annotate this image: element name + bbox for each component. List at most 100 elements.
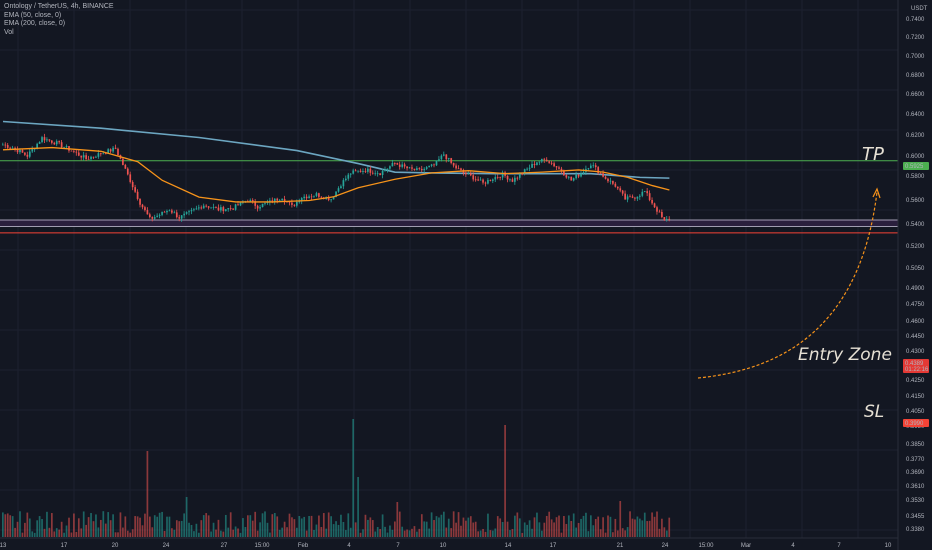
- candle-body[interactable]: [425, 167, 428, 169]
- candle-body[interactable]: [582, 171, 585, 174]
- candle-body[interactable]: [469, 173, 472, 176]
- candle-body[interactable]: [283, 198, 286, 202]
- candle-body[interactable]: [349, 173, 352, 175]
- candle-body[interactable]: [249, 200, 252, 202]
- candle-body[interactable]: [492, 179, 494, 181]
- candle-body[interactable]: [553, 163, 555, 167]
- candle-body[interactable]: [308, 196, 310, 199]
- candle-body[interactable]: [369, 168, 372, 173]
- candle-body[interactable]: [193, 209, 195, 211]
- candle-body[interactable]: [440, 155, 443, 160]
- candle-body[interactable]: [433, 164, 435, 166]
- candle-body[interactable]: [320, 196, 323, 198]
- candle-body[interactable]: [614, 183, 617, 187]
- candle-body[interactable]: [168, 210, 171, 212]
- candle-body[interactable]: [379, 173, 381, 176]
- candle-body[interactable]: [185, 212, 188, 214]
- candle-body[interactable]: [479, 179, 482, 181]
- candle-body[interactable]: [374, 173, 377, 175]
- candle-body[interactable]: [521, 173, 524, 175]
- candle-body[interactable]: [621, 190, 624, 194]
- candle-body[interactable]: [636, 196, 639, 199]
- candle-body[interactable]: [202, 205, 205, 209]
- candle-body[interactable]: [293, 204, 296, 206]
- candle-body[interactable]: [489, 179, 492, 181]
- candle-body[interactable]: [198, 207, 200, 209]
- candle-body[interactable]: [653, 203, 656, 208]
- time-axis[interactable]: 13 17 20 24 27 15:00 Feb 4 7 10 14 17 21 24 15:00 Mar 4 7…: [0, 537, 898, 549]
- candle-body[interactable]: [401, 164, 404, 167]
- candle-body[interactable]: [555, 166, 558, 168]
- candle-body[interactable]: [171, 210, 173, 213]
- candle-body[interactable]: [386, 168, 389, 170]
- candle-body[interactable]: [474, 179, 477, 181]
- candle-body[interactable]: [332, 196, 335, 200]
- candle-body[interactable]: [406, 166, 408, 169]
- candle-body[interactable]: [60, 142, 63, 148]
- candle-body[interactable]: [668, 218, 671, 220]
- entry-zone[interactable]: [0, 220, 898, 227]
- candle-body[interactable]: [149, 214, 151, 218]
- candle-body[interactable]: [139, 198, 141, 205]
- candle-body[interactable]: [384, 169, 386, 171]
- candle-body[interactable]: [188, 211, 190, 213]
- candle-body[interactable]: [398, 164, 401, 167]
- candle-body[interactable]: [229, 208, 232, 209]
- candle-body[interactable]: [516, 177, 519, 179]
- candle-body[interactable]: [376, 173, 379, 175]
- candle-body[interactable]: [536, 162, 538, 166]
- candle-body[interactable]: [254, 201, 257, 206]
- candle-body[interactable]: [565, 175, 568, 178]
- candle-body[interactable]: [543, 158, 546, 160]
- candle-body[interactable]: [85, 155, 87, 159]
- candle-body[interactable]: [626, 196, 629, 200]
- candle-body[interactable]: [313, 195, 315, 197]
- candle-body[interactable]: [533, 163, 536, 166]
- candle-body[interactable]: [472, 175, 475, 180]
- candle-body[interactable]: [63, 147, 65, 148]
- candle-body[interactable]: [514, 177, 516, 182]
- candle-body[interactable]: [612, 180, 614, 184]
- candle-body[interactable]: [156, 215, 159, 218]
- candle-body[interactable]: [151, 217, 154, 219]
- candle-body[interactable]: [597, 167, 600, 174]
- ema50-legend[interactable]: EMA (50, close, 0): [4, 11, 62, 19]
- candle-body[interactable]: [222, 207, 225, 212]
- candle-body[interactable]: [445, 154, 448, 160]
- candle-body[interactable]: [340, 186, 342, 189]
- candle-body[interactable]: [82, 155, 85, 158]
- candle-body[interactable]: [166, 210, 168, 213]
- candle-body[interactable]: [509, 179, 511, 181]
- candle-body[interactable]: [443, 154, 445, 156]
- candle-body[interactable]: [455, 165, 457, 169]
- candle-body[interactable]: [646, 191, 649, 194]
- candle-body[interactable]: [523, 169, 526, 174]
- candle-body[interactable]: [212, 207, 215, 208]
- candle-body[interactable]: [558, 167, 560, 169]
- candle-body[interactable]: [408, 167, 411, 169]
- candle-body[interactable]: [217, 207, 220, 211]
- candle-body[interactable]: [575, 174, 577, 179]
- candle-body[interactable]: [599, 173, 602, 174]
- candle-body[interactable]: [465, 172, 467, 175]
- candle-body[interactable]: [538, 161, 541, 163]
- candle-body[interactable]: [482, 179, 484, 183]
- candle-body[interactable]: [501, 172, 504, 178]
- candle-body[interactable]: [207, 206, 210, 208]
- symbol-title[interactable]: Ontology / TetherUS, 4h, BINANCE: [4, 3, 114, 10]
- candle-body[interactable]: [234, 204, 237, 210]
- candle-body[interactable]: [572, 178, 575, 181]
- candle-body[interactable]: [362, 171, 364, 172]
- candle-body[interactable]: [381, 170, 384, 176]
- candle-body[interactable]: [266, 202, 269, 204]
- candle-body[interactable]: [278, 200, 281, 202]
- candle-body[interactable]: [28, 151, 31, 157]
- candle-body[interactable]: [609, 180, 612, 182]
- candle-body[interactable]: [607, 178, 609, 182]
- candle-body[interactable]: [178, 217, 181, 219]
- candle-body[interactable]: [48, 139, 51, 141]
- candle-body[interactable]: [14, 147, 16, 149]
- candle-body[interactable]: [364, 171, 367, 172]
- candle-body[interactable]: [26, 154, 29, 157]
